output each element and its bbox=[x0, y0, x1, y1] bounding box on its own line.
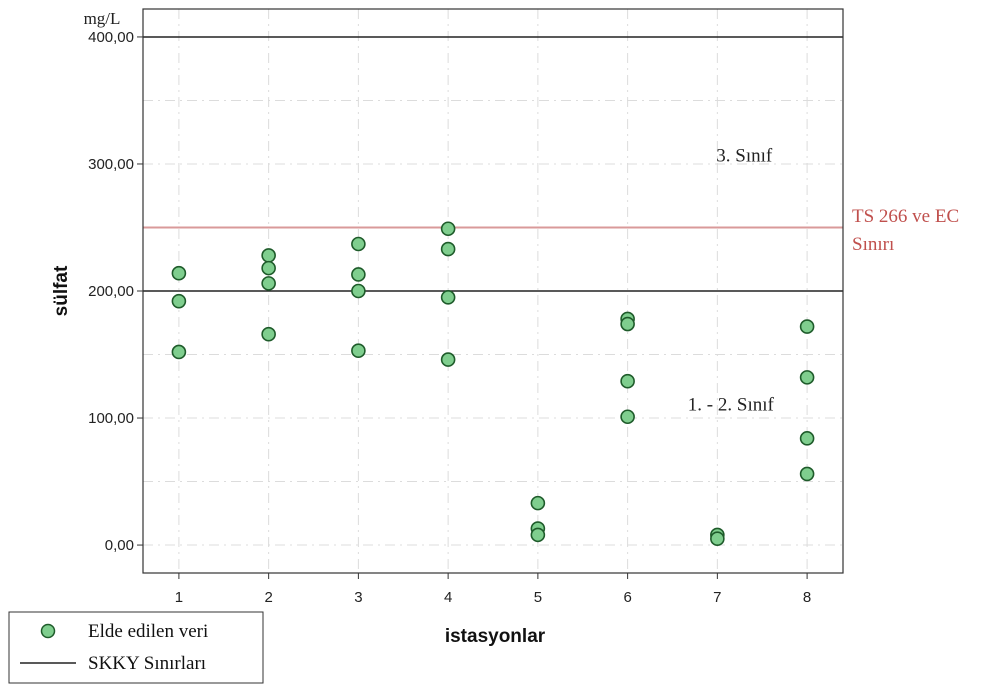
unit-label: mg/L bbox=[84, 9, 121, 28]
data-point bbox=[799, 431, 815, 446]
data-point bbox=[530, 495, 546, 511]
data-point bbox=[261, 276, 276, 291]
data-point bbox=[171, 293, 187, 309]
x-axis-title: istasyonlar bbox=[445, 626, 546, 647]
y-tick-label: 100,00 bbox=[88, 410, 134, 427]
data-point bbox=[261, 260, 276, 276]
data-point bbox=[710, 531, 725, 547]
data-point bbox=[440, 221, 456, 237]
axis-ticks: 1 2 3 4 5 6 7 8 0,00 100,00 200,00 300,00 400,00 bbox=[88, 29, 811, 606]
annotation-class-1-2: 1. - 2. Sınıf bbox=[688, 394, 775, 415]
data-point bbox=[440, 352, 456, 367]
data-point bbox=[799, 370, 815, 385]
x-tick-label: 6 bbox=[623, 589, 631, 606]
x-tick-label: 4 bbox=[444, 589, 452, 606]
data-point bbox=[620, 373, 635, 389]
data-point bbox=[620, 409, 635, 425]
y-tick-label: 300,00 bbox=[88, 156, 134, 173]
legend-item-limits: SKKY Sınırları bbox=[88, 653, 206, 674]
data-point bbox=[261, 326, 276, 342]
data-point bbox=[171, 344, 187, 360]
data-point bbox=[171, 265, 187, 281]
y-tick-label: 200,00 bbox=[88, 283, 134, 300]
legend-item-data: Elde edilen veri bbox=[88, 621, 208, 642]
y-tick-label: 400,00 bbox=[88, 29, 134, 46]
x-tick-label: 5 bbox=[534, 589, 542, 606]
data-point bbox=[530, 527, 546, 543]
y-axis-title: sülfat bbox=[51, 265, 72, 316]
x-tick-label: 7 bbox=[713, 589, 721, 606]
y-tick-label: 0,00 bbox=[105, 537, 134, 554]
data-point bbox=[351, 283, 366, 299]
data-point bbox=[799, 466, 815, 482]
data-point bbox=[261, 248, 276, 263]
data-point bbox=[351, 343, 366, 359]
x-tick-label: 3 bbox=[354, 589, 362, 606]
data-point bbox=[620, 316, 635, 332]
legend-marker-icon bbox=[40, 623, 56, 639]
data-point bbox=[440, 290, 456, 305]
x-tick-label: 2 bbox=[264, 589, 272, 606]
x-tick-label: 1 bbox=[175, 589, 183, 606]
data-point bbox=[351, 267, 366, 282]
reference-lines bbox=[143, 36, 843, 292]
limit-label-line2: Sınırı bbox=[852, 234, 894, 255]
data-point bbox=[799, 319, 815, 334]
data-point bbox=[440, 241, 456, 257]
data-points bbox=[171, 221, 815, 547]
legend: Elde edilen veri SKKY Sınırları bbox=[8, 611, 264, 684]
x-tick-label: 8 bbox=[803, 589, 811, 606]
limit-label-line1: TS 266 ve EC bbox=[852, 206, 959, 227]
legend-box bbox=[8, 611, 264, 684]
data-point bbox=[351, 236, 366, 252]
annotation-class-3: 3. Sınıf bbox=[716, 145, 773, 166]
